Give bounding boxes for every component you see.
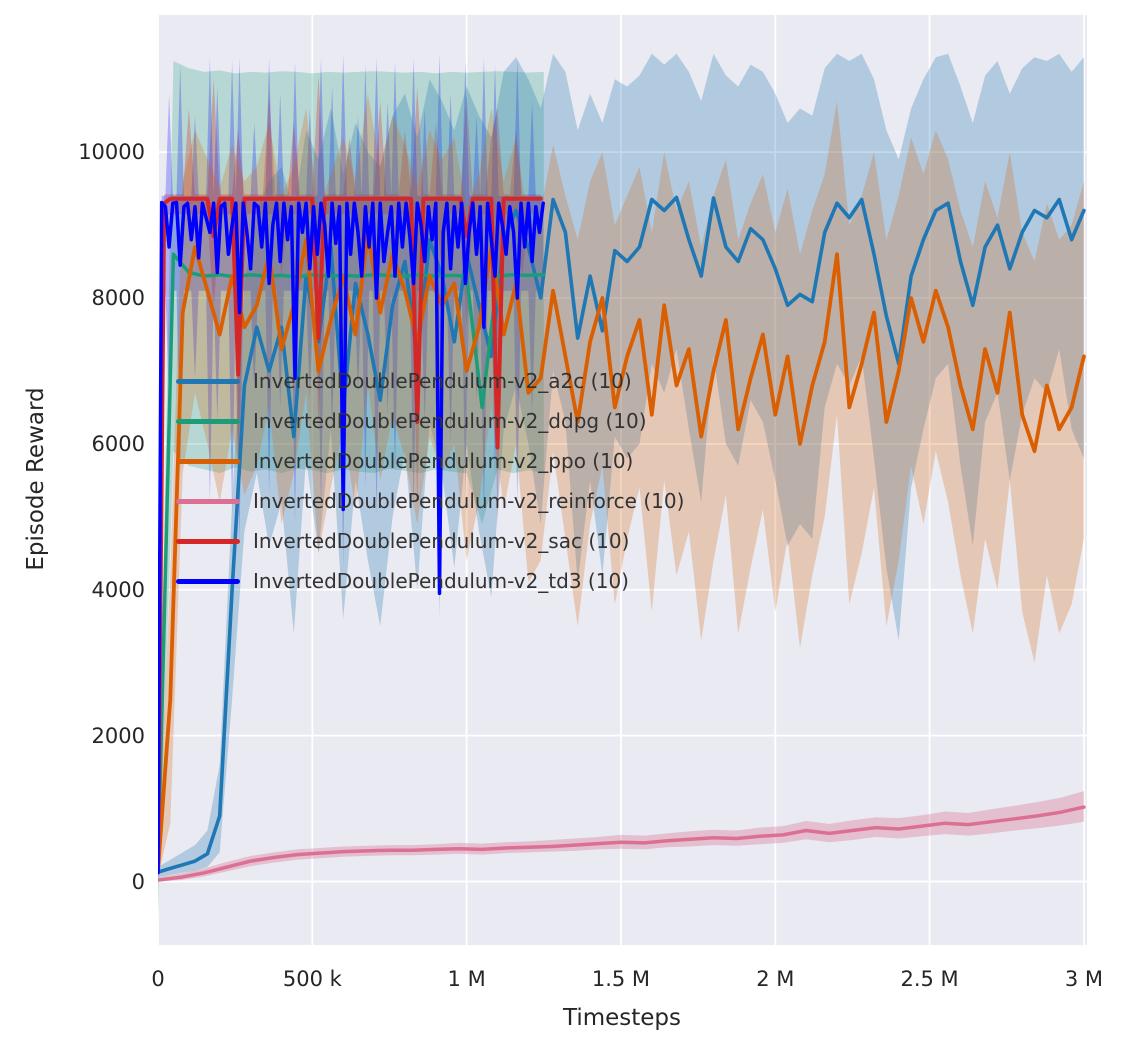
legend-label-ppo: InvertedDoublePendulum-v2_ppo (10) xyxy=(253,449,634,473)
band-reinforce xyxy=(158,791,1084,882)
legend-swatch-ddpg xyxy=(176,418,240,424)
band-a2c xyxy=(158,53,1084,878)
line-sac xyxy=(158,196,543,873)
y-tick-label: 6000 xyxy=(91,431,145,456)
legend-swatch-sac xyxy=(176,538,240,544)
line-ppo xyxy=(158,230,1086,873)
line-reinforce xyxy=(158,805,1086,882)
x-tick-label: 3 M xyxy=(1064,967,1103,991)
legend-label-ddpg: InvertedDoublePendulum-v2_ddpg (10) xyxy=(253,409,647,433)
y-tick-label: 0 xyxy=(131,869,145,894)
legend-label-reinforce: InvertedDoublePendulum-v2_reinforce (10) xyxy=(253,489,685,513)
legend-row-a2c: InvertedDoublePendulum-v2_a2c (10) xyxy=(176,361,684,401)
legend-label-sac: InvertedDoublePendulum-v2_sac (10) xyxy=(253,529,630,553)
legend-swatch-ppo xyxy=(176,458,240,464)
y-tick-label: 4000 xyxy=(91,577,145,602)
x-axis-label: Timesteps xyxy=(562,1005,682,1031)
band-ppo xyxy=(158,93,1084,878)
legend-row-ddpg: InvertedDoublePendulum-v2_ddpg (10) xyxy=(176,401,684,441)
legend-swatch-td3 xyxy=(176,578,240,584)
band-td3 xyxy=(158,53,544,878)
x-tick-label: 1 M xyxy=(447,967,486,991)
legend: InvertedDoublePendulum-v2_a2c (10) Invert… xyxy=(176,361,684,601)
legend-row-reinforce: InvertedDoublePendulum-v2_reinforce (10) xyxy=(176,481,684,521)
y-tick-label: 2000 xyxy=(91,723,145,748)
legend-swatch-a2c xyxy=(176,378,240,384)
legend-swatch-reinforce xyxy=(176,498,240,504)
y-tick-label: 8000 xyxy=(91,286,145,310)
x-tick-label: 0 xyxy=(151,967,165,991)
x-tick-label: 1.5 M xyxy=(591,967,651,991)
line-td3 xyxy=(158,200,545,875)
y-axis-label: Episode Reward xyxy=(23,387,49,571)
legend-row-sac: InvertedDoublePendulum-v2_sac (10) xyxy=(176,521,684,561)
x-tick-label: 2.5 M xyxy=(900,967,959,991)
legend-label-a2c: InvertedDoublePendulum-v2_a2c (10) xyxy=(253,369,632,393)
y-tick-label: 10000 xyxy=(78,140,145,165)
legend-label-td3: InvertedDoublePendulum-v2_td3 (10) xyxy=(253,569,629,593)
legend-row-ppo: InvertedDoublePendulum-v2_ppo (10) xyxy=(176,441,684,481)
x-tick-label: 2 M xyxy=(756,967,795,991)
line-ddpg xyxy=(158,252,546,869)
x-tick-label: 500 k xyxy=(282,967,342,991)
legend-row-td3: InvertedDoublePendulum-v2_td3 (10) xyxy=(176,561,684,601)
